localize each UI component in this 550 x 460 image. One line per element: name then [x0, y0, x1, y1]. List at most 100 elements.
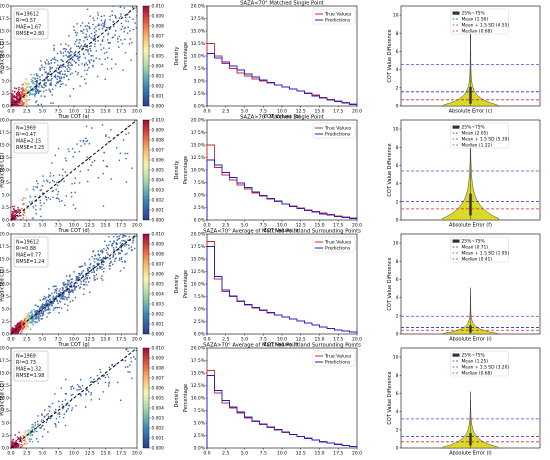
scatter-point: [31, 322, 33, 324]
scatter-point: [119, 252, 121, 255]
scatter-point: [78, 272, 81, 275]
x-tick-label: 2.5: [222, 109, 229, 115]
scatter-point: [120, 5, 122, 7]
y-tick-label: 4: [396, 67, 399, 73]
scatter-point: [56, 193, 59, 196]
scatter-point: [122, 359, 124, 362]
scatter-point: [99, 259, 101, 261]
scatter-point: [100, 48, 102, 51]
scatter-point: [116, 236, 118, 238]
scatter-point: [13, 444, 16, 447]
scatter-point: [76, 383, 79, 386]
scatter-point: [22, 321, 25, 323]
scatter-point: [102, 375, 104, 377]
scatter-point: [33, 431, 35, 433]
scatter-point: [108, 47, 110, 49]
x-tick-label: 5.0: [241, 451, 248, 457]
scatter-point: [56, 52, 59, 55]
scatter-point: [17, 445, 20, 448]
scatter-point: [24, 432, 26, 435]
scatter-point: [37, 311, 40, 314]
scatter-point: [106, 251, 108, 254]
scatter-point: [55, 197, 58, 200]
scatter-point: [74, 296, 77, 299]
scatter-point: [24, 430, 26, 433]
scatter-point: [11, 215, 13, 218]
y-tick-label: 4: [396, 181, 399, 187]
scatter-point: [65, 404, 67, 407]
scatter-point: [14, 101, 16, 103]
scatter-point: [58, 174, 61, 176]
scatter-point: [31, 429, 34, 431]
scatter-point: [74, 177, 76, 179]
scatter-point: [14, 325, 16, 327]
scatter-point: [67, 408, 69, 410]
scatter-point: [39, 299, 41, 301]
scatter-point: [24, 212, 26, 214]
scatter-point: [78, 59, 80, 61]
x-tick-label: 12.5: [296, 451, 306, 457]
scatter-point: [71, 407, 74, 409]
colorbar-tick-label: 0.000: [152, 218, 165, 224]
scatter-xlabel: True COT (d): [57, 228, 89, 234]
scatter-point: [71, 385, 73, 387]
scatter-point: [17, 331, 19, 334]
scatter-point: [27, 326, 29, 329]
scatter-point: [114, 260, 116, 262]
scatter-point: [33, 310, 35, 313]
scatter-point: [13, 207, 15, 210]
scatter-point: [63, 73, 66, 76]
scatter-point: [86, 49, 88, 51]
y-tick-label: 7.5%: [194, 294, 206, 300]
scatter-point: [55, 418, 58, 420]
scatter-point: [86, 156, 88, 158]
y-tick-label: 10: [393, 241, 399, 247]
scatter-point: [38, 317, 40, 319]
scatter-point: [35, 86, 38, 88]
scatter-point: [60, 295, 62, 297]
scatter-point: [92, 251, 94, 253]
scatter-point: [37, 316, 39, 318]
scatter-point: [66, 70, 69, 72]
scatter-point: [85, 274, 87, 276]
scatter-point: [105, 165, 107, 167]
scatter-point: [85, 28, 88, 30]
scatter-point: [43, 310, 45, 313]
scatter-point: [31, 432, 33, 434]
scatter-point: [27, 89, 30, 92]
scatter-point: [59, 72, 61, 74]
scatter-point: [43, 295, 46, 298]
scatter-point: [41, 413, 43, 415]
scatter-point: [27, 316, 29, 319]
scatter-point: [86, 69, 89, 71]
scatter-point: [53, 49, 55, 51]
y-tick-label: 5.0%: [194, 307, 206, 313]
y-tick-label: 8: [396, 373, 399, 379]
scatter-point: [51, 58, 54, 60]
scatter-point: [112, 247, 115, 249]
scatter-point: [48, 63, 51, 65]
scatter-point: [86, 36, 88, 38]
x-tick-label: 2.5: [222, 451, 229, 457]
scatter-point: [34, 312, 37, 314]
scatter-point: [82, 139, 85, 142]
scatter-point: [15, 441, 17, 444]
scatter-point: [51, 304, 53, 306]
scatter-point: [16, 100, 19, 102]
scatter-point: [47, 73, 49, 75]
scatter-point: [65, 411, 68, 413]
y-tick-label: 10.0: [0, 396, 9, 402]
scatter-point: [52, 302, 54, 304]
scatter-point: [71, 278, 73, 280]
scatter-point: [13, 442, 15, 444]
scatter-point: [40, 204, 43, 207]
scatter-point: [25, 435, 27, 437]
scatter-point: [90, 32, 93, 35]
scatter-point: [16, 211, 18, 213]
scatter-point: [47, 302, 49, 305]
violin-ylabel: COT Value Difference: [387, 371, 393, 424]
scatter-point: [134, 119, 136, 122]
colorbar-tick-label: 0.004: [152, 178, 165, 184]
scatter-point: [73, 29, 75, 31]
scatter-point: [29, 93, 31, 95]
